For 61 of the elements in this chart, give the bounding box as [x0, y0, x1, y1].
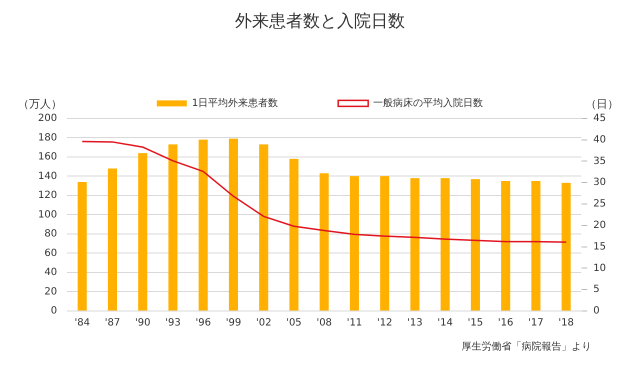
y-tick-label: 20	[44, 286, 58, 298]
legend-label: 1日平均外来患者数	[192, 96, 278, 109]
y2-tick-label: 35	[593, 156, 606, 167]
x-tick-label: '11	[346, 318, 362, 329]
y-tick-label: 120	[38, 190, 58, 202]
x-tick-label: '15	[468, 318, 484, 329]
x-tick-label: '13	[407, 318, 423, 329]
x-tick-label: '96	[195, 318, 211, 329]
bar	[198, 140, 208, 310]
x-tick-label: '02	[256, 318, 272, 329]
bar	[531, 180, 540, 310]
text: 厚生労働省「病院報告」より	[461, 340, 592, 353]
bar	[228, 138, 238, 310]
bar	[380, 176, 390, 310]
chart-title: 外来患者数と入院日数	[235, 12, 405, 32]
y-tick-label: 160	[38, 152, 58, 163]
bar	[562, 182, 571, 310]
y2-tick-label: 10	[593, 262, 606, 274]
x-tick-label: '84	[74, 318, 90, 329]
bar	[108, 168, 117, 310]
y2-tick-label: 25	[593, 198, 606, 210]
x-tick-label: '17	[528, 318, 544, 329]
bar	[501, 180, 510, 310]
legend-label: 一般病床の平均入院日数	[373, 96, 484, 109]
y-tick-label: 100	[38, 209, 58, 220]
bar	[78, 182, 87, 310]
y-tick-label: 180	[38, 132, 58, 144]
y2-tick-label: 0	[593, 306, 600, 317]
x-tick-label: '14	[437, 318, 453, 329]
y-axis-title: （万人）	[18, 97, 62, 110]
x-tick-label: '87	[104, 318, 120, 329]
y-tick-label: 200	[38, 112, 58, 124]
bar	[350, 176, 359, 310]
bar	[138, 153, 148, 310]
bar	[289, 158, 298, 310]
bar	[440, 178, 450, 310]
y-tick-label: 80	[44, 228, 58, 240]
y2-tick-label: 45	[593, 112, 606, 124]
y-tick-label: 0	[50, 306, 58, 317]
y2-tick-label: 30	[593, 177, 606, 188]
y-tick-label: 60	[44, 248, 58, 259]
x-tick-label: '99	[226, 318, 242, 329]
y2-tick-label: 15	[593, 241, 606, 252]
y-tick-label: 40	[44, 267, 58, 278]
y2-tick-label: 5	[593, 284, 600, 296]
bar	[168, 144, 178, 310]
x-tick-label: '08	[316, 318, 332, 329]
y-tick-label: 140	[38, 170, 58, 182]
bar	[320, 173, 329, 310]
x-tick-label: '05	[286, 318, 302, 329]
y2-axis-title: （日）	[586, 97, 618, 110]
bar	[470, 179, 480, 310]
y2-tick-label: 40	[593, 134, 606, 146]
x-tick-label: '93	[165, 318, 181, 329]
bar	[259, 144, 268, 310]
x-tick-label: '18	[558, 318, 574, 329]
x-tick-label: '90	[134, 318, 150, 329]
x-tick-label: '12	[376, 318, 392, 329]
bar	[410, 178, 420, 310]
y2-tick-label: 20	[593, 220, 606, 231]
x-tick-label: '16	[498, 318, 514, 329]
